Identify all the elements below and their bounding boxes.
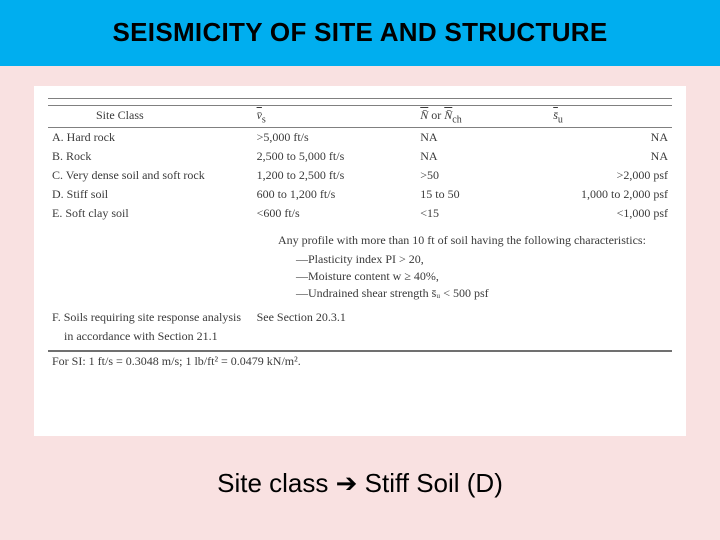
table-row: A. Hard rock >5,000 ft/s NA NA: [48, 128, 672, 147]
arrow-icon: ➔: [336, 468, 358, 498]
caption: Site class ➔ Stiff Soil (D): [0, 468, 720, 499]
note-item-row: —Moisture content w ≥ 40%,: [48, 268, 672, 285]
header-n: N̄ or N̄ch: [416, 106, 549, 127]
table-container: Site Class v̄s N̄ or N̄ch s̄u A. Hard ro…: [34, 86, 686, 436]
table-row: E. Soft clay soil <600 ft/s <15 <1,000 p…: [48, 204, 672, 223]
header-vs: v̄s: [253, 106, 417, 127]
table-row: D. Stiff soil 600 to 1,200 ft/s 15 to 50…: [48, 185, 672, 204]
table-row: C. Very dense soil and soft rock 1,200 t…: [48, 166, 672, 185]
table-row-f: F. Soils requiring site response analysi…: [48, 302, 672, 327]
note-item-row: —Undrained shear strength s̄ᵤ < 500 psf: [48, 285, 672, 302]
table-row: B. Rock 2,500 to 5,000 ft/s NA NA: [48, 147, 672, 166]
site-class-table: Site Class v̄s N̄ or N̄ch s̄u A. Hard ro…: [48, 106, 672, 371]
caption-suffix: Stiff Soil (D): [357, 468, 502, 498]
table-row-f2: in accordance with Section 21.1: [48, 327, 672, 346]
header-su: s̄u: [549, 106, 672, 127]
table-header-row: Site Class v̄s N̄ or N̄ch s̄u: [48, 106, 672, 127]
note-item-row: —Plasticity index PI > 20,: [48, 251, 672, 268]
note-lead-row: Any profile with more than 10 ft of soil…: [48, 223, 672, 251]
caption-prefix: Site class: [217, 468, 336, 498]
footnote-row: For SI: 1 ft/s = 0.3048 m/s; 1 lb/ft² = …: [48, 352, 672, 371]
header-site-class: Site Class: [48, 106, 253, 127]
page-title: SEISMICITY OF SITE AND STRUCTURE: [0, 17, 720, 48]
